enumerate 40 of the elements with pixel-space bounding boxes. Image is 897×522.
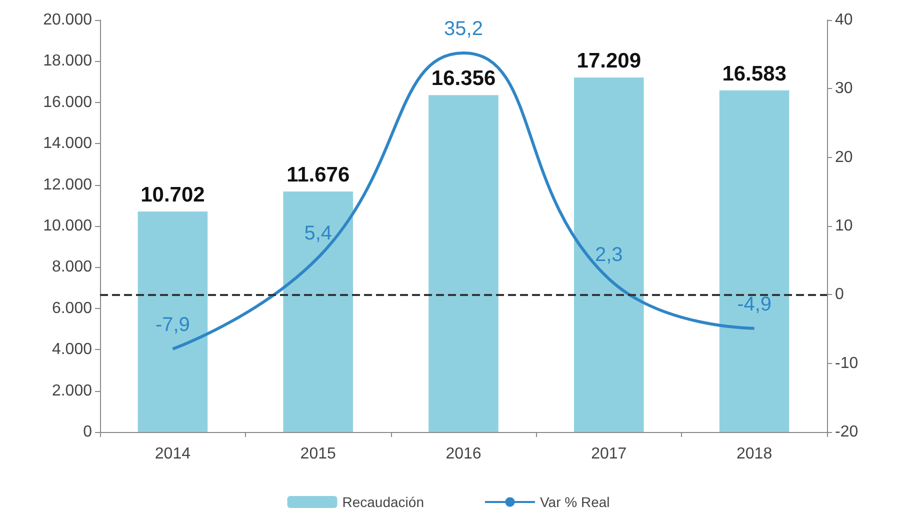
y2-tick-label: 30 (835, 80, 853, 98)
y-tick-label: 2.000 (52, 382, 92, 400)
data-label: 5,4 (304, 222, 332, 245)
data-label: 16.583 (722, 62, 786, 86)
y2-tick-label: 0 (835, 286, 844, 304)
y-tick-label: 12.000 (43, 176, 92, 194)
bar (283, 191, 353, 432)
y-tick-label: 18.000 (43, 52, 92, 70)
y2-tick-label: -10 (835, 354, 858, 372)
y-tick-label: 16.000 (43, 94, 92, 111)
y-tick-label: 0 (83, 424, 92, 440)
data-label: -4,9 (737, 293, 772, 316)
data-label: 10.702 (140, 184, 205, 207)
bar (138, 212, 208, 432)
bar (719, 90, 790, 432)
y-tick-label: 8.000 (52, 258, 92, 276)
y-tick-label: 4.000 (52, 341, 92, 358)
x-tick-label: 2014 (154, 446, 191, 462)
y-tick-label: 14.000 (43, 135, 92, 152)
y2-tick-label: 40 (835, 12, 853, 28)
x-tick-label: 2018 (736, 446, 772, 462)
data-label: 11.676 (286, 163, 350, 186)
data-label: 16.356 (431, 67, 496, 90)
bar (574, 77, 644, 432)
y2-tick-label: -20 (835, 424, 858, 440)
bar (428, 95, 498, 432)
legend-label: Recaudación (342, 494, 424, 510)
data-label: 2,3 (594, 244, 623, 266)
data-label: -7,9 (155, 314, 190, 336)
y2-tick-label: 10 (835, 218, 853, 234)
y-tick-label: 20.000 (43, 12, 92, 28)
x-tick-label: 2015 (300, 446, 336, 462)
y2-tick-label: 20 (835, 148, 853, 166)
legend-label: Var % Real (540, 494, 610, 510)
data-label: 17.209 (576, 49, 642, 72)
x-tick-label: 2017 (591, 446, 627, 462)
data-label: 35,2 (444, 18, 483, 40)
y-tick-label: 6.000 (52, 300, 92, 317)
y-tick-label: 10.000 (43, 218, 92, 234)
x-tick-label: 2016 (446, 446, 482, 462)
